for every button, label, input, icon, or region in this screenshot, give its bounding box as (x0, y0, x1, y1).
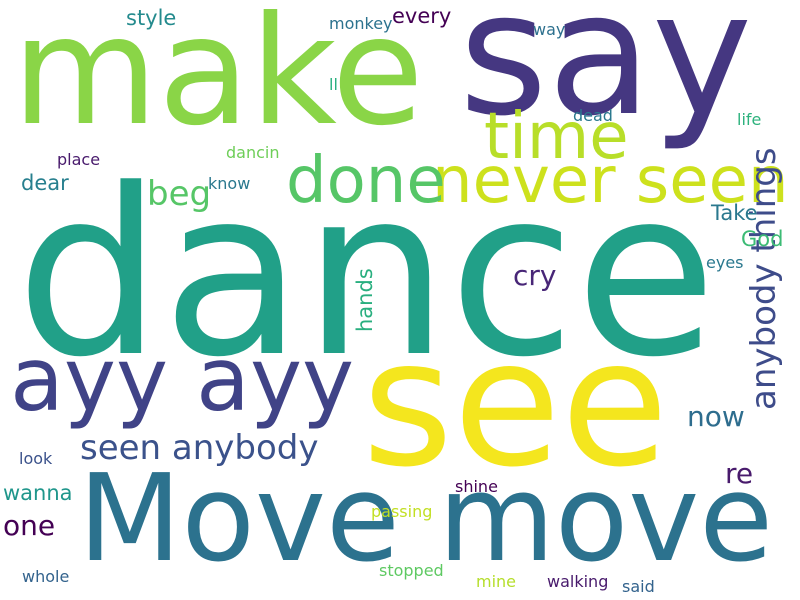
word-mine: mine (476, 572, 517, 591)
word-dead: dead (573, 106, 613, 125)
word-place: place (57, 150, 101, 169)
word-know: know (208, 174, 251, 193)
word-beg: beg (147, 174, 212, 214)
word-now: now (687, 400, 745, 433)
word-say: say (459, 0, 753, 154)
word-take: Take (711, 201, 758, 225)
word-dance: dance (16, 141, 717, 408)
word-done: done (286, 144, 446, 218)
word-dancin: dancin (226, 143, 280, 162)
word-move-move: Move move (78, 450, 774, 589)
word-monkey: monkey (329, 14, 393, 33)
word-ayy-ayy: ayy ayy (10, 328, 355, 431)
word-seen-anybody: seen anybody (80, 428, 319, 468)
word-shine: shine (455, 477, 498, 496)
word-whole: whole (22, 567, 70, 586)
word-stopped: stopped (379, 561, 444, 580)
word-passing: passing (371, 502, 433, 521)
word-said: said (622, 577, 655, 596)
word-look: look (19, 449, 53, 468)
word-cry: cry (513, 259, 557, 292)
word-make: make (12, 0, 424, 159)
word-see: see (362, 303, 669, 506)
word-walking: walking (547, 572, 609, 591)
word-wanna: wanna (3, 481, 73, 505)
word-style: style (126, 6, 177, 30)
word-dear: dear (21, 171, 69, 195)
word-god: God (741, 227, 784, 251)
word-every: every (392, 4, 452, 28)
word-eyes: eyes (706, 253, 744, 272)
word-time: time (484, 100, 629, 174)
word-anybody-things: anybody things (744, 147, 784, 410)
word-ll: ll (329, 75, 338, 94)
word-re: re (725, 457, 754, 490)
word-hands: hands (353, 268, 377, 332)
word-way: way (533, 20, 566, 39)
word-one: one (3, 509, 56, 542)
word-never-seen: never seen (432, 144, 789, 218)
word-life: life (737, 110, 762, 129)
